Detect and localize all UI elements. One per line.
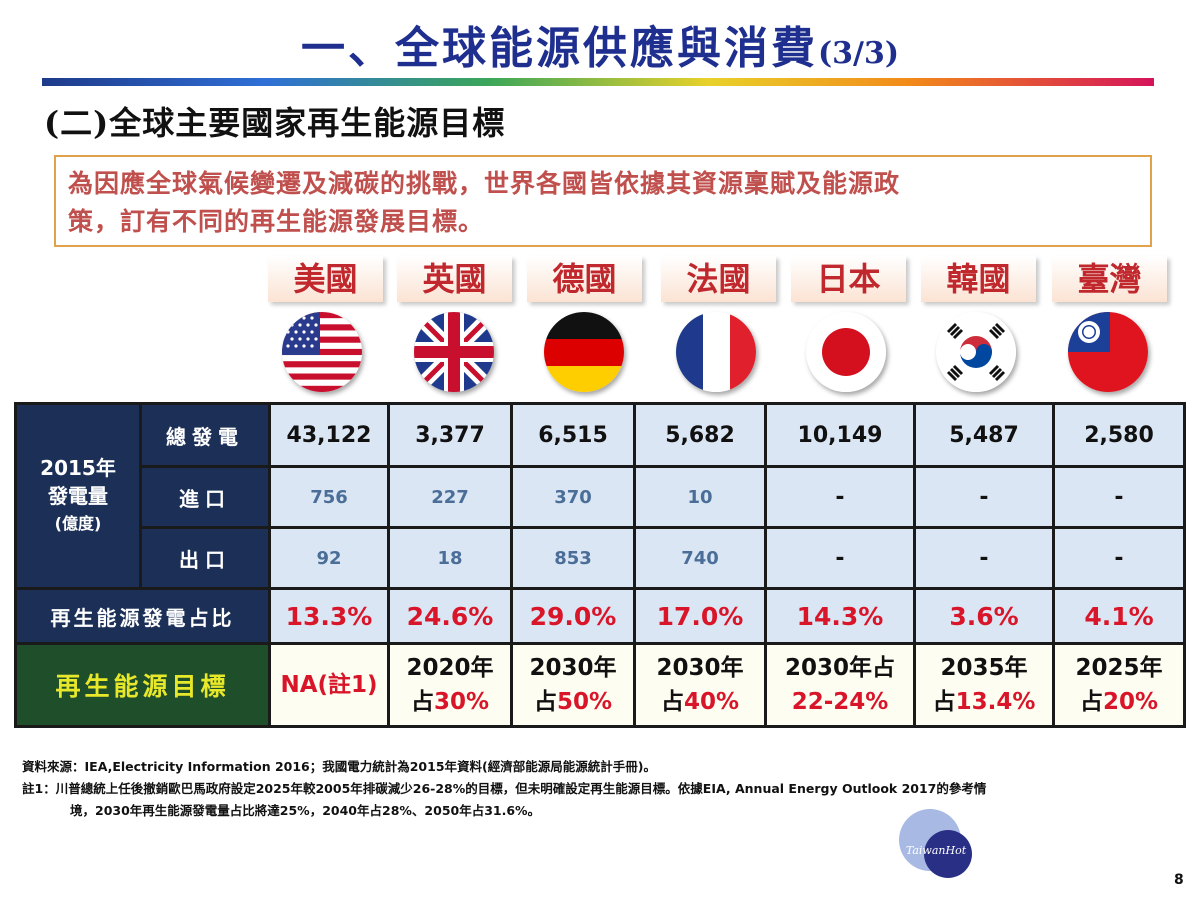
import-germany: 370 [513,468,633,526]
goal-germany: 2030年 占50% [513,645,633,725]
energy-table: 2015年 發電量 (億度) 總發電 進口 出口 再生能源發電占比 再生能源目標… [14,402,1186,728]
ratio-korea: 3.6% [916,590,1052,642]
export-france: 740 [636,529,764,587]
section-subtitle: (二)全球主要國家再生能源目標 [44,104,506,142]
goal-korea-year: 2035年 [940,655,1028,681]
total-germany: 6,515 [513,405,633,465]
row-label-export: 出口 [142,529,268,587]
us-flag-icon [282,312,362,392]
intro-line-1: 為因應全球氣候變遷及減碳的挑戰，世界各國皆依據其資源稟賦及能源政 [68,169,901,198]
country-label-us: 美國 [268,256,383,302]
group-label-generation: 發電量 [48,484,108,508]
export-us: 92 [271,529,387,587]
import-us: 756 [271,468,387,526]
import-france: 10 [636,468,764,526]
taiwanhot-logo: TaiwanHot [898,808,974,880]
korea-flag-icon [936,312,1016,392]
goal-us: NA(註1) [271,645,387,725]
goal-france-share: 占40% [660,689,740,715]
country-label-japan: 日本 [791,256,906,302]
goal-korea-share: 占13.4% [932,689,1036,715]
total-japan: 10,149 [767,405,913,465]
note-1: 註1：川普總統上任後撤銷歐巴馬政府設定2025年較2005年排碳減少26-28%… [22,781,987,796]
total-korea: 5,487 [916,405,1052,465]
japan-flag-icon [806,312,886,392]
import-taiwan: - [1055,468,1183,526]
import-uk: 227 [390,468,510,526]
goal-taiwan-year: 2025年 [1075,655,1163,681]
germany-flag-icon [544,312,624,392]
country-label-germany: 德國 [527,256,642,302]
goal-taiwan-share: 占20% [1079,689,1159,715]
total-us: 43,122 [271,405,387,465]
row-label-import: 進口 [142,468,268,526]
total-taiwan: 2,580 [1055,405,1183,465]
export-taiwan: - [1055,529,1183,587]
title-text: 一、全球能源供應與消費 [300,23,818,74]
country-label-uk: 英國 [397,256,512,302]
page-title: 一、全球能源供應與消費(3/3) [0,12,1200,76]
row-label-total: 總發電 [142,405,268,465]
intro-line-2: 策，訂有不同的再生能源發展目標。 [68,207,485,236]
taiwan-flag-icon [1068,312,1148,392]
france-flag-icon [676,312,756,392]
goal-france-year: 2030年 [656,655,744,681]
intro-box: 為因應全球氣候變遷及減碳的挑戰，世界各國皆依據其資源稟賦及能源政 策，訂有不同的… [54,155,1152,247]
goal-japan: 2030年占 22-24% [767,645,913,725]
import-japan: - [767,468,913,526]
goal-uk-share: 占30% [410,689,490,715]
goal-germany-year: 2030年 [529,655,617,681]
export-japan: - [767,529,913,587]
goal-taiwan: 2025年 占20% [1055,645,1183,725]
ratio-germany: 29.0% [513,590,633,642]
row-label-goal: 再生能源目標 [17,645,268,725]
goal-uk: 2020年 占30% [390,645,510,725]
footnotes: 資料來源：IEA,Electricity Information 2016；我國… [22,756,1182,822]
ratio-taiwan: 4.1% [1055,590,1183,642]
rainbow-divider [42,78,1154,86]
ratio-uk: 24.6% [390,590,510,642]
uk-flag-icon [414,312,494,392]
page-number: 8 [1174,872,1184,888]
country-label-france: 法國 [661,256,776,302]
goal-us-text: NA(註1) [280,672,378,698]
goal-japan-year: 2030年占 [784,655,895,681]
logo-text: TaiwanHot [906,844,967,857]
export-germany: 853 [513,529,633,587]
title-page-indicator: (3/3) [817,36,900,71]
import-korea: - [916,468,1052,526]
country-label-korea: 韓國 [921,256,1036,302]
goal-germany-share: 占50% [533,689,613,715]
total-uk: 3,377 [390,405,510,465]
goal-japan-share: 22-24% [791,689,889,715]
group-label-unit: (億度) [54,514,102,533]
ratio-france: 17.0% [636,590,764,642]
ratio-japan: 14.3% [767,590,913,642]
goal-uk-year: 2020年 [406,655,494,681]
note-1-cont: 境，2030年再生能源發電量占比將達25%，2040年占28%、2050年占31… [70,803,541,818]
ratio-us: 13.3% [271,590,387,642]
row-label-ratio: 再生能源發電占比 [17,590,268,642]
export-korea: - [916,529,1052,587]
country-label-taiwan: 臺灣 [1052,256,1167,302]
export-uk: 18 [390,529,510,587]
goal-france: 2030年 占40% [636,645,764,725]
source-note: 資料來源：IEA,Electricity Information 2016；我國… [22,759,656,774]
goal-korea: 2035年 占13.4% [916,645,1052,725]
group-label-cell: 2015年 發電量 (億度) [17,405,139,587]
group-label-year: 2015年 [40,456,116,480]
total-france: 5,682 [636,405,764,465]
